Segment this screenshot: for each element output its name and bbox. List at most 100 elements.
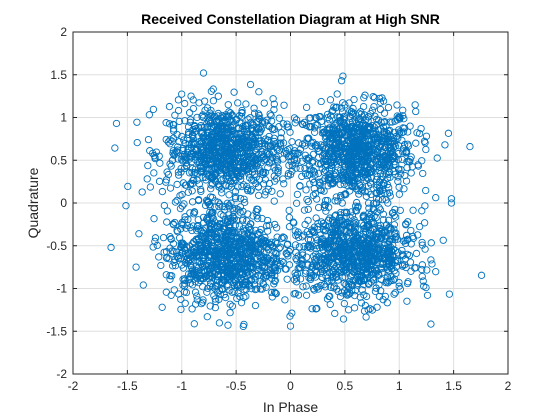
data-point xyxy=(348,160,356,168)
data-point xyxy=(201,261,209,270)
data-point xyxy=(292,274,301,282)
data-point xyxy=(234,206,242,214)
data-point xyxy=(365,209,373,217)
data-point xyxy=(241,133,249,141)
data-point xyxy=(330,218,338,227)
data-point xyxy=(403,297,411,305)
data-point xyxy=(398,136,406,145)
data-point xyxy=(213,282,221,290)
data-point xyxy=(402,149,411,157)
data-point xyxy=(181,282,189,290)
data-point xyxy=(189,222,197,230)
data-point xyxy=(199,266,208,274)
data-point xyxy=(270,288,279,296)
data-point xyxy=(384,199,392,207)
data-point xyxy=(166,140,174,148)
data-point xyxy=(310,223,319,231)
data-point xyxy=(385,126,394,135)
data-point xyxy=(361,138,369,147)
data-point xyxy=(272,175,281,183)
x-tick-label: 1.5 xyxy=(445,379,462,393)
data-point xyxy=(346,161,355,170)
data-point xyxy=(149,105,158,114)
data-point xyxy=(350,216,358,224)
data-point xyxy=(203,240,211,249)
data-point xyxy=(400,185,408,193)
data-point xyxy=(181,258,190,267)
data-point xyxy=(341,242,349,251)
data-point xyxy=(389,208,397,217)
data-point xyxy=(266,110,274,118)
data-point xyxy=(167,235,175,243)
data-point xyxy=(213,117,221,125)
data-point xyxy=(336,113,344,121)
data-point xyxy=(322,263,331,272)
data-point xyxy=(194,196,203,204)
data-point xyxy=(386,235,394,243)
data-point xyxy=(198,128,207,136)
data-point xyxy=(352,206,360,214)
data-point xyxy=(243,278,251,286)
data-point xyxy=(268,187,276,195)
data-point xyxy=(320,237,328,246)
data-point xyxy=(347,208,355,216)
data-point xyxy=(395,142,403,150)
data-point xyxy=(336,180,344,189)
data-point xyxy=(253,212,261,220)
data-point xyxy=(217,263,226,272)
data-point xyxy=(132,263,140,271)
data-point xyxy=(258,239,267,247)
data-point xyxy=(209,134,217,142)
data-point xyxy=(422,186,430,195)
data-point xyxy=(342,290,351,298)
data-point xyxy=(352,207,361,215)
data-point xyxy=(384,103,393,112)
data-point xyxy=(226,265,234,273)
data-point xyxy=(351,202,360,210)
data-point xyxy=(234,99,242,107)
data-point xyxy=(386,144,394,152)
data-point xyxy=(357,169,365,177)
data-point xyxy=(333,123,341,131)
data-point xyxy=(344,306,353,314)
y-tick-label: -1.5 xyxy=(46,324,67,338)
data-point xyxy=(296,164,304,173)
data-point xyxy=(320,203,328,212)
data-point xyxy=(216,223,224,231)
data-point xyxy=(320,201,329,209)
data-point xyxy=(264,150,273,159)
data-point xyxy=(207,219,216,228)
data-point xyxy=(293,190,302,199)
data-point xyxy=(173,226,181,235)
data-point xyxy=(227,237,235,246)
data-point xyxy=(296,182,304,190)
data-point xyxy=(194,234,203,242)
data-point xyxy=(334,229,342,237)
data-point xyxy=(382,221,390,229)
data-point xyxy=(185,270,193,278)
data-point xyxy=(285,161,293,169)
data-point xyxy=(305,123,314,131)
data-point xyxy=(166,184,175,192)
data-point xyxy=(294,228,302,236)
data-point xyxy=(238,182,246,191)
data-point xyxy=(211,113,219,121)
data-point xyxy=(427,320,435,328)
data-point xyxy=(223,199,232,207)
data-point xyxy=(263,116,271,124)
data-point xyxy=(332,218,341,227)
data-point xyxy=(199,296,207,304)
data-point xyxy=(224,321,232,329)
data-point xyxy=(357,235,366,244)
data-point xyxy=(362,215,371,224)
data-point xyxy=(251,109,259,117)
data-point xyxy=(189,96,197,104)
data-points xyxy=(107,69,486,331)
data-point xyxy=(367,278,375,286)
data-point xyxy=(224,142,232,150)
data-point xyxy=(185,109,194,117)
data-point xyxy=(188,187,196,195)
data-point xyxy=(364,188,372,196)
data-point xyxy=(174,143,182,151)
data-point xyxy=(225,226,233,235)
